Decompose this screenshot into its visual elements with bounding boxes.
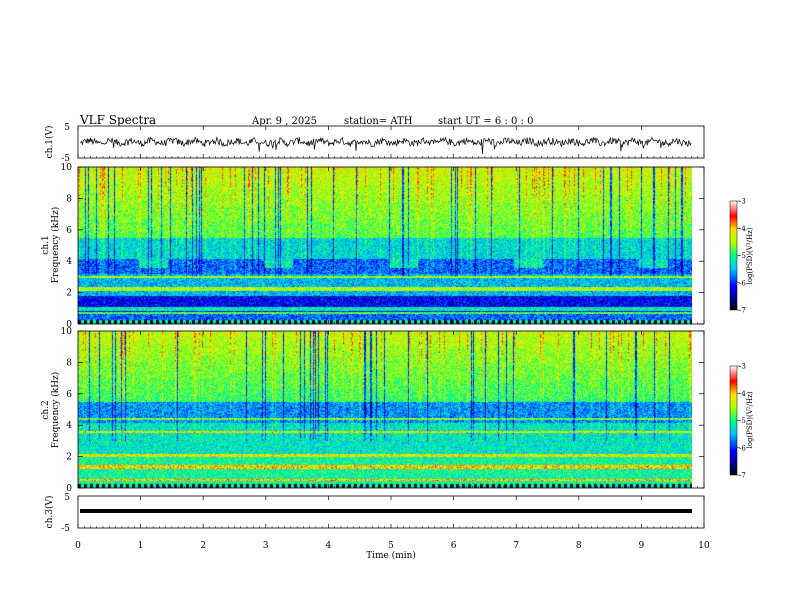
colorbar-tick-label: -3 (739, 198, 746, 206)
ch1s-ylabel-frequency: Frequency (kHz) (50, 207, 61, 284)
y-tick-label: 8 (66, 194, 72, 204)
colorbar-tick-label: -6 (739, 279, 746, 287)
y-tick-label: 8 (66, 358, 72, 368)
ch1-waveform-line (80, 136, 692, 155)
ch1-colorbar-gradient (729, 200, 738, 311)
x-tick-label: 8 (576, 541, 582, 551)
ch2-colorbar-gradient (729, 365, 738, 476)
y-tick-label: 2 (66, 289, 72, 299)
colorbar-tick-label: -4 (739, 225, 746, 233)
y-tick-label: 0 (66, 484, 72, 494)
ch2-colorbar: -3 -4 -5 -6 -7 log(PSD)(V²/Hz) (729, 363, 754, 480)
ch1-colorbar: -3 -4 -5 -6 -7 log(PSD)(V²/Hz) (729, 198, 754, 315)
x-tick-label: 1 (138, 541, 144, 551)
x-tick-label: 4 (326, 541, 332, 551)
y-tick-label: 0 (66, 320, 72, 330)
colorbar-tick-label: -6 (739, 444, 746, 452)
station-label: station= ATH (344, 116, 413, 127)
ch1v-ytick-bottom: -5 (61, 154, 70, 164)
x-tick-label: 6 (451, 541, 457, 551)
ch2-spectrogram-panel: 0 2 4 6 8 10 ch.2 Frequency (kHz) (41, 327, 705, 494)
ch1v-ytick-top: 5 (64, 123, 70, 133)
ch2s-ylabel-frequency: Frequency (kHz) (50, 372, 61, 449)
x-axis-label: Time (min) (366, 550, 416, 561)
ch3-waveform-line (80, 509, 692, 513)
ch1-voltage-panel: 5 -5 ch.1(V) (44, 123, 705, 164)
figure-title: VLF Spectra (79, 113, 156, 127)
ch3v-ylabel: ch.3(V) (44, 496, 55, 529)
y-tick-label: 10 (61, 163, 73, 173)
x-tick-label: 9 (639, 541, 645, 551)
colorbar-tick-label: -4 (739, 390, 746, 398)
x-tick-label: 0 (75, 541, 81, 551)
ch3v-ytick-top: 5 (64, 493, 70, 503)
ch3v-ytick-bottom: -5 (61, 524, 70, 534)
colorbar-tick-label: -5 (739, 252, 746, 260)
time-axis: 0 1 2 3 4 5 6 7 8 9 10 (75, 126, 710, 551)
y-tick-label: 2 (66, 453, 72, 463)
ch1v-ylabel: ch.1(V) (44, 126, 55, 159)
ch1s-ylabel-channel: ch.1 (41, 235, 51, 254)
start-time-label: start UT = 6 : 0 : 0 (438, 116, 533, 127)
ch2-spectrogram-heatmap (78, 331, 692, 488)
ch3-voltage-panel: 5 -5 ch.3(V) (44, 493, 705, 534)
x-tick-label: 5 (388, 541, 394, 551)
ch1-spectrogram-heatmap (78, 167, 692, 324)
colorbar-tick-label: -5 (739, 417, 746, 425)
ch2s-ylabel-channel: ch.2 (41, 400, 51, 419)
colorbar-tick-label: -7 (739, 472, 746, 480)
x-tick-label: 3 (263, 541, 269, 551)
x-tick-label: 2 (200, 541, 206, 551)
date-label: Apr. 9 , 2025 (251, 116, 317, 127)
y-tick-label: 6 (66, 390, 72, 400)
x-tick-label: 10 (698, 541, 710, 551)
x-tick-label: 7 (513, 541, 519, 551)
ch1-spectrogram-panel: 0 2 4 6 8 10 ch.1 Frequency (kHz) (41, 163, 705, 330)
y-tick-label: 4 (66, 421, 72, 431)
y-tick-label: 6 (66, 226, 72, 236)
ch1-colorbar-label: log(PSD)(V²/Hz) (746, 227, 754, 284)
y-tick-label: 10 (61, 327, 73, 337)
colorbar-tick-label: -3 (739, 363, 746, 371)
colorbar-tick-label: -7 (739, 307, 746, 315)
y-tick-label: 4 (66, 257, 72, 267)
ch2-colorbar-label: log(PSD)(V²/Hz) (746, 391, 754, 448)
